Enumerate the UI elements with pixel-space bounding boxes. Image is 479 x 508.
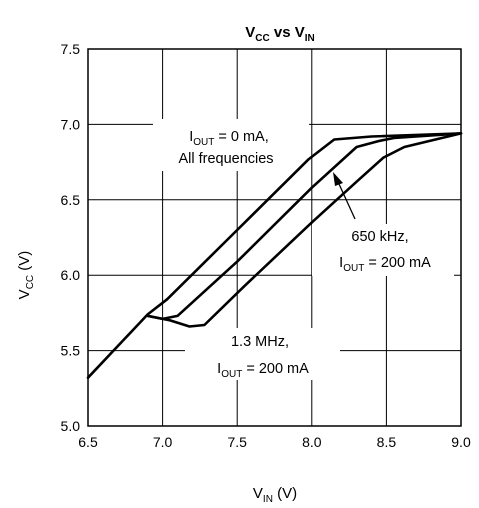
x-axis-title: VIN (V)	[253, 485, 297, 505]
x-tick-label: 7.5	[227, 434, 247, 450]
x-tick-label: 7.0	[153, 434, 173, 450]
y-tick-label: 6.5	[61, 192, 81, 208]
series-line-3	[146, 132, 463, 328]
annotation-background	[153, 119, 309, 171]
y-tick-label: 5.0	[61, 418, 81, 434]
chart-title: VCC vs VIN	[245, 24, 315, 44]
series-line-1	[86, 132, 463, 380]
x-tick-label: 6.5	[78, 434, 98, 450]
annotation-1-3mhz-iout: IOUT = 200 mA	[217, 361, 309, 380]
annotation-650khz: 650 kHz,	[351, 229, 408, 245]
x-tick-label: 9.0	[451, 434, 471, 450]
plot-frame	[87, 48, 462, 427]
y-tick-labels: 5.0 5.5 6.0 6.5 7.0 7.5	[61, 41, 81, 434]
x-tick-labels: 6.5 7.0 7.5 8.0 8.5 9.0	[78, 434, 471, 450]
y-axis-title: VCC (V)	[16, 251, 36, 300]
y-tick-label: 5.5	[61, 343, 81, 359]
annotation-all-frequencies: All frequencies	[178, 151, 273, 167]
series-lines	[86, 132, 463, 380]
annotation-1-3mhz: 1.3 MHz,	[231, 334, 289, 350]
x-tick-label: 8.0	[302, 434, 322, 450]
annotation-iout-0ma: IOUT = 0 mA,	[189, 129, 269, 148]
y-tick-label: 6.0	[61, 267, 81, 283]
x-tick-label: 8.5	[377, 434, 397, 450]
annotation-650khz-iout: IOUT = 200 mA	[339, 255, 431, 274]
annotation-background	[312, 224, 454, 276]
annotation-arrow	[333, 172, 356, 220]
y-tick-label: 7.5	[61, 41, 81, 57]
annotation-background	[185, 328, 340, 380]
y-tick-label: 7.0	[61, 116, 81, 132]
annotation-backgrounds	[153, 119, 454, 380]
series-line-2	[146, 132, 463, 321]
